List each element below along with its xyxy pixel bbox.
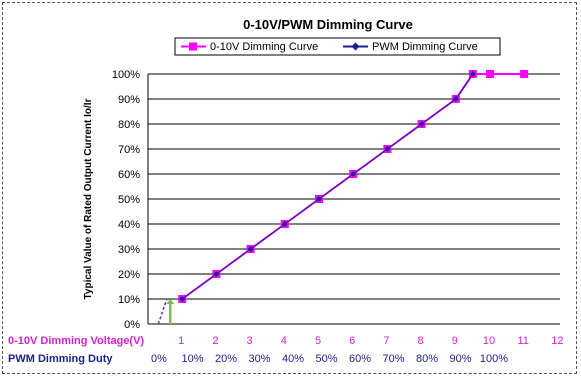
voltage-tick-label: 2 — [212, 335, 218, 347]
voltage-tick-label: 10 — [483, 335, 495, 347]
duty-tick-label: 50% — [315, 353, 337, 365]
grid-lines — [148, 73, 560, 300]
pwm-point — [213, 271, 220, 277]
y-axis-label: Typical Value of Rated Output Current Io… — [83, 98, 94, 299]
pwm-point — [418, 121, 425, 127]
legend: 0-10V Dimming Curve PWM Dimming Curve — [174, 37, 501, 56]
legend-box — [174, 37, 501, 56]
duty-tick-label: 20% — [215, 353, 237, 365]
duty-tick-label: 0% — [151, 353, 167, 365]
y-tick-label: 70% — [118, 144, 140, 156]
y-tick-label: 90% — [118, 94, 140, 106]
pwm-point — [384, 146, 391, 152]
voltage-tick-label: 5 — [315, 335, 321, 347]
legend-marker-pwm — [351, 42, 360, 51]
y-tick-label: 10% — [118, 294, 140, 306]
annotations — [157, 298, 175, 325]
pwm-point — [452, 96, 459, 102]
chart-title: 0-10V/PWM Dimming Curve — [243, 17, 413, 32]
legend-marker-voltage — [189, 42, 197, 51]
y-tick-label: 0% — [124, 319, 140, 331]
pwm-line — [181, 73, 474, 300]
voltage-tick-labels: 1 2 3 4 5 6 7 8 9 10 11 12 — [178, 335, 563, 347]
pwm-point — [469, 71, 476, 77]
duty-tick-labels: 0% 10% 20% 30% 40% 50% 60% 70% 80% 90% 100% — [151, 353, 508, 365]
pwm-point — [247, 246, 254, 252]
duty-tick-label: 10% — [181, 353, 203, 365]
green-arrow-head — [166, 299, 175, 304]
voltage-tick-label: 7 — [383, 335, 389, 347]
voltage-tick-label: 6 — [349, 335, 355, 347]
voltage-tick-label: 11 — [517, 335, 528, 347]
duty-tick-label: 70% — [382, 353, 404, 365]
legend-label-pwm: PWM Dimming Curve — [372, 41, 478, 53]
chart-frame — [2, 2, 577, 374]
duty-tick-label: 80% — [416, 353, 438, 365]
y-tick-label: 80% — [118, 119, 140, 131]
duty-tick-label: 30% — [248, 353, 270, 365]
pwm-point — [350, 171, 357, 177]
y-tick-labels: 0% 10% 20% 30% 40% 50% 60% 70% 80% 90% 100% — [112, 69, 140, 331]
y-tick-label: 50% — [118, 194, 140, 206]
y-tick-label: 40% — [118, 219, 140, 231]
series-pwm — [179, 71, 476, 302]
y-tick-label: 30% — [118, 244, 140, 256]
voltage-tick-label: 8 — [418, 335, 424, 347]
voltage-tick-label: 12 — [551, 335, 563, 347]
duty-tick-label: 40% — [282, 353, 304, 365]
duty-row-label: PWM Dimming Duty — [8, 353, 113, 365]
legend-label-voltage: 0-10V Dimming Curve — [210, 41, 318, 53]
voltage-tick-label: 1 — [178, 335, 184, 347]
voltage-point — [520, 70, 529, 78]
voltage-tick-label: 3 — [247, 335, 253, 347]
pwm-point — [281, 221, 288, 227]
dashed-guide-line — [157, 298, 168, 325]
y-tick-label: 20% — [118, 269, 140, 281]
series-voltage — [178, 70, 529, 303]
duty-tick-label: 90% — [449, 353, 471, 365]
pwm-point — [316, 196, 322, 202]
pwm-point — [179, 296, 186, 302]
voltage-line — [181, 73, 525, 300]
duty-tick-label: 60% — [349, 353, 371, 365]
y-tick-label: 60% — [118, 169, 140, 181]
voltage-tick-label: 4 — [281, 335, 287, 347]
voltage-point — [486, 70, 494, 78]
voltage-row-label: 0-10V Dimming Voltage(V) — [8, 335, 144, 347]
duty-tick-label: 100% — [480, 353, 508, 365]
voltage-tick-label: 9 — [452, 335, 458, 347]
y-tick-label: 100% — [112, 69, 140, 81]
